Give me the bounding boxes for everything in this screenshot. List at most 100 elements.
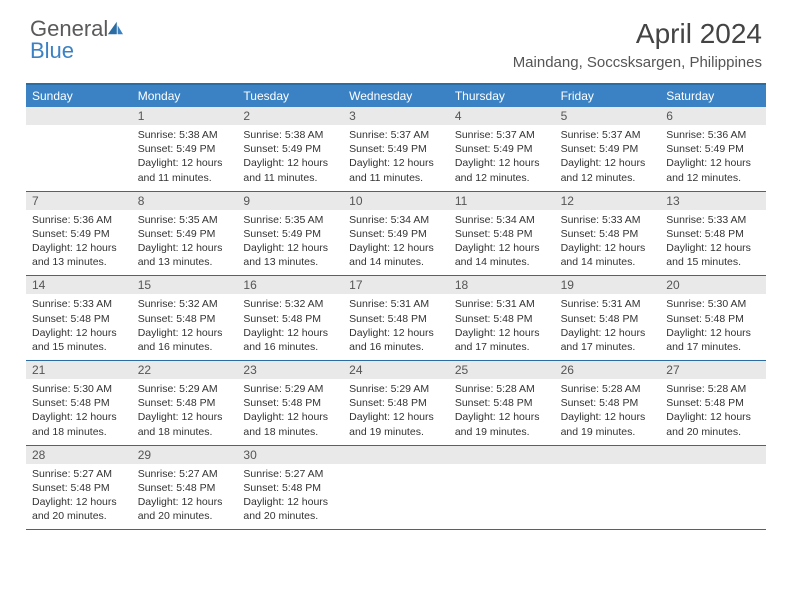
daylight-text: Daylight: 12 hours and 19 minutes. [349, 410, 443, 438]
header: General Blue April 2024 Maindang, Soccsk… [0, 0, 792, 75]
sunset-text: Sunset: 5:49 PM [349, 142, 443, 156]
daylight-text: Daylight: 12 hours and 20 minutes. [666, 410, 760, 438]
daylight-text: Daylight: 12 hours and 14 minutes. [561, 241, 655, 269]
sunset-text: Sunset: 5:48 PM [455, 312, 549, 326]
calendar-day: 16Sunrise: 5:32 AMSunset: 5:48 PMDayligh… [237, 276, 343, 360]
calendar-week: 14Sunrise: 5:33 AMSunset: 5:48 PMDayligh… [26, 276, 766, 361]
sunset-text: Sunset: 5:48 PM [561, 227, 655, 241]
sunset-text: Sunset: 5:48 PM [349, 312, 443, 326]
day-number [660, 446, 766, 464]
weekday-label: Wednesday [343, 85, 449, 107]
day-number: 21 [26, 361, 132, 379]
sunset-text: Sunset: 5:48 PM [455, 227, 549, 241]
day-number: 20 [660, 276, 766, 294]
weekday-label: Tuesday [237, 85, 343, 107]
sunset-text: Sunset: 5:49 PM [138, 227, 232, 241]
title-block: April 2024 Maindang, Soccsksargen, Phili… [513, 18, 762, 71]
day-number: 1 [132, 107, 238, 125]
calendar-day: 23Sunrise: 5:29 AMSunset: 5:48 PMDayligh… [237, 361, 343, 445]
sunrise-text: Sunrise: 5:29 AM [138, 382, 232, 396]
day-number: 15 [132, 276, 238, 294]
day-number: 3 [343, 107, 449, 125]
sunset-text: Sunset: 5:48 PM [666, 396, 760, 410]
sunrise-text: Sunrise: 5:31 AM [455, 297, 549, 311]
calendar-day [660, 446, 766, 530]
day-number: 13 [660, 192, 766, 210]
sunset-text: Sunset: 5:48 PM [138, 481, 232, 495]
day-data: Sunrise: 5:30 AMSunset: 5:48 PMDaylight:… [660, 294, 766, 354]
location-subtitle: Maindang, Soccsksargen, Philippines [513, 54, 762, 71]
daylight-text: Daylight: 12 hours and 18 minutes. [138, 410, 232, 438]
day-number: 16 [237, 276, 343, 294]
daylight-text: Daylight: 12 hours and 14 minutes. [349, 241, 443, 269]
calendar-day: 2Sunrise: 5:38 AMSunset: 5:49 PMDaylight… [237, 107, 343, 191]
calendar-day: 4Sunrise: 5:37 AMSunset: 5:49 PMDaylight… [449, 107, 555, 191]
daylight-text: Daylight: 12 hours and 13 minutes. [243, 241, 337, 269]
calendar-week: 21Sunrise: 5:30 AMSunset: 5:48 PMDayligh… [26, 361, 766, 446]
sunrise-text: Sunrise: 5:37 AM [455, 128, 549, 142]
daylight-text: Daylight: 12 hours and 13 minutes. [138, 241, 232, 269]
day-number: 19 [555, 276, 661, 294]
sunset-text: Sunset: 5:49 PM [561, 142, 655, 156]
sunrise-text: Sunrise: 5:29 AM [243, 382, 337, 396]
weekday-label: Sunday [26, 85, 132, 107]
calendar-day: 10Sunrise: 5:34 AMSunset: 5:49 PMDayligh… [343, 192, 449, 276]
weekday-label: Saturday [660, 85, 766, 107]
sunrise-text: Sunrise: 5:37 AM [349, 128, 443, 142]
sunrise-text: Sunrise: 5:37 AM [561, 128, 655, 142]
calendar-day: 25Sunrise: 5:28 AMSunset: 5:48 PMDayligh… [449, 361, 555, 445]
sunset-text: Sunset: 5:49 PM [349, 227, 443, 241]
sunset-text: Sunset: 5:49 PM [455, 142, 549, 156]
daylight-text: Daylight: 12 hours and 15 minutes. [32, 326, 126, 354]
daylight-text: Daylight: 12 hours and 14 minutes. [455, 241, 549, 269]
calendar-day: 7Sunrise: 5:36 AMSunset: 5:49 PMDaylight… [26, 192, 132, 276]
calendar: Sunday Monday Tuesday Wednesday Thursday… [26, 83, 766, 530]
day-data: Sunrise: 5:33 AMSunset: 5:48 PMDaylight:… [555, 210, 661, 270]
day-number: 22 [132, 361, 238, 379]
sunrise-text: Sunrise: 5:33 AM [561, 213, 655, 227]
day-data: Sunrise: 5:37 AMSunset: 5:49 PMDaylight:… [343, 125, 449, 185]
logo: General Blue [30, 18, 124, 62]
sunset-text: Sunset: 5:48 PM [138, 396, 232, 410]
calendar-day: 3Sunrise: 5:37 AMSunset: 5:49 PMDaylight… [343, 107, 449, 191]
sunset-text: Sunset: 5:49 PM [243, 142, 337, 156]
day-number [449, 446, 555, 464]
day-number: 7 [26, 192, 132, 210]
sunrise-text: Sunrise: 5:33 AM [666, 213, 760, 227]
day-data: Sunrise: 5:34 AMSunset: 5:49 PMDaylight:… [343, 210, 449, 270]
weekday-label: Thursday [449, 85, 555, 107]
sunrise-text: Sunrise: 5:30 AM [666, 297, 760, 311]
weekday-label: Monday [132, 85, 238, 107]
daylight-text: Daylight: 12 hours and 17 minutes. [455, 326, 549, 354]
day-number: 26 [555, 361, 661, 379]
day-number: 10 [343, 192, 449, 210]
calendar-day [343, 446, 449, 530]
sunrise-text: Sunrise: 5:28 AM [666, 382, 760, 396]
sunrise-text: Sunrise: 5:32 AM [138, 297, 232, 311]
daylight-text: Daylight: 12 hours and 16 minutes. [349, 326, 443, 354]
day-number: 24 [343, 361, 449, 379]
day-number: 8 [132, 192, 238, 210]
daylight-text: Daylight: 12 hours and 16 minutes. [243, 326, 337, 354]
day-number: 30 [237, 446, 343, 464]
daylight-text: Daylight: 12 hours and 11 minutes. [138, 156, 232, 184]
sunset-text: Sunset: 5:48 PM [243, 481, 337, 495]
day-number: 4 [449, 107, 555, 125]
sunrise-text: Sunrise: 5:29 AM [349, 382, 443, 396]
day-data: Sunrise: 5:28 AMSunset: 5:48 PMDaylight:… [660, 379, 766, 439]
day-data: Sunrise: 5:35 AMSunset: 5:49 PMDaylight:… [132, 210, 238, 270]
day-number: 18 [449, 276, 555, 294]
sail-icon [106, 20, 124, 36]
calendar-day: 29Sunrise: 5:27 AMSunset: 5:48 PMDayligh… [132, 446, 238, 530]
calendar-day: 8Sunrise: 5:35 AMSunset: 5:49 PMDaylight… [132, 192, 238, 276]
daylight-text: Daylight: 12 hours and 12 minutes. [561, 156, 655, 184]
day-data: Sunrise: 5:36 AMSunset: 5:49 PMDaylight:… [660, 125, 766, 185]
sunset-text: Sunset: 5:48 PM [666, 227, 760, 241]
day-data: Sunrise: 5:29 AMSunset: 5:48 PMDaylight:… [237, 379, 343, 439]
daylight-text: Daylight: 12 hours and 17 minutes. [561, 326, 655, 354]
day-data: Sunrise: 5:31 AMSunset: 5:48 PMDaylight:… [343, 294, 449, 354]
day-data: Sunrise: 5:34 AMSunset: 5:48 PMDaylight:… [449, 210, 555, 270]
day-number: 12 [555, 192, 661, 210]
day-number: 28 [26, 446, 132, 464]
calendar-day: 27Sunrise: 5:28 AMSunset: 5:48 PMDayligh… [660, 361, 766, 445]
